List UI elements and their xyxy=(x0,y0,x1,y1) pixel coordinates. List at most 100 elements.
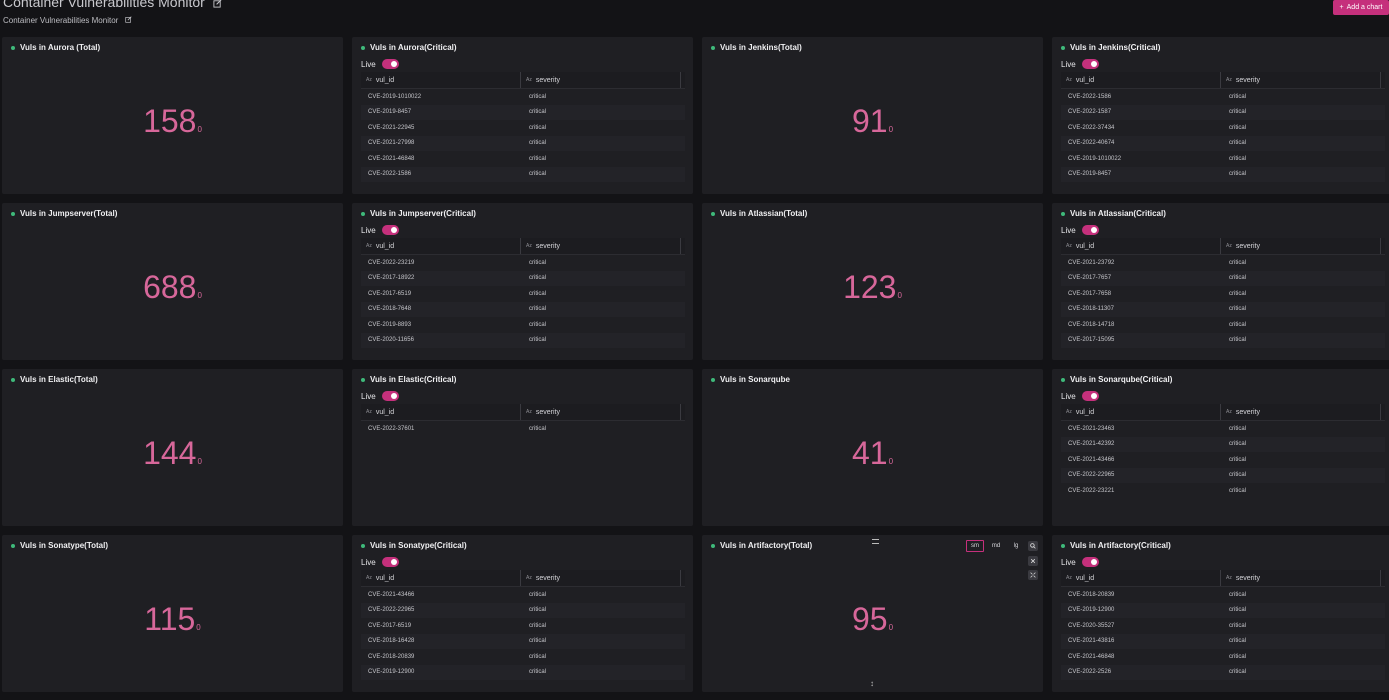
table-row[interactable]: CVE-2019-1010022 critical xyxy=(1061,151,1385,167)
table-row[interactable]: CVE-2022-37434 critical xyxy=(1061,120,1385,136)
table-row[interactable]: CVE-2021-43816 critical xyxy=(1061,633,1385,649)
live-toggle[interactable] xyxy=(1081,225,1099,235)
table-row[interactable]: CVE-2021-46848 critical xyxy=(361,151,685,167)
column-header-vul-id[interactable]: Az vul_id xyxy=(1061,570,1221,586)
table-row[interactable]: CVE-2021-23792 critical xyxy=(1061,255,1385,271)
cell-severity: critical xyxy=(529,321,547,328)
live-label: Live xyxy=(361,59,376,69)
table-row[interactable]: CVE-2022-1586 critical xyxy=(1061,89,1385,105)
column-header-severity[interactable]: Az severity xyxy=(1221,72,1381,88)
panel-title-text: Vuls in Sonatype(Critical) xyxy=(370,541,467,550)
table-row[interactable]: CVE-2022-37601 critical xyxy=(361,421,685,437)
column-header-severity[interactable]: Az severity xyxy=(521,238,681,254)
column-header-vul-id[interactable]: Az vul_id xyxy=(1061,404,1221,420)
table-row[interactable]: CVE-2020-35527 critical xyxy=(1061,618,1385,634)
table-row[interactable]: CVE-2017-6519 critical xyxy=(361,618,685,634)
column-header-vul-id[interactable]: Az vul_id xyxy=(361,404,521,420)
live-toggle[interactable] xyxy=(381,557,399,567)
cell-vul-id: CVE-2018-20839 xyxy=(1068,591,1115,598)
table-row[interactable]: CVE-2018-7648 critical xyxy=(361,301,685,317)
table-row[interactable]: CVE-2017-18922 critical xyxy=(361,270,685,286)
close-icon[interactable] xyxy=(1028,556,1038,566)
table-row[interactable]: CVE-2019-8457 critical xyxy=(361,104,685,120)
table-row[interactable]: CVE-2022-1586 critical xyxy=(361,166,685,182)
table-row[interactable]: CVE-2017-7657 critical xyxy=(1061,270,1385,286)
zoom-icon[interactable] xyxy=(1028,541,1038,551)
table-row[interactable]: CVE-2021-42392 critical xyxy=(1061,436,1385,452)
big-value: 410 xyxy=(702,435,1043,480)
add-chart-button[interactable]: + Add a chart xyxy=(1333,0,1389,15)
drag-handle[interactable] xyxy=(872,539,879,544)
table-row[interactable]: CVE-2022-22965 critical xyxy=(1061,467,1385,483)
live-toggle[interactable] xyxy=(381,225,399,235)
cell-vul-id: CVE-2022-40674 xyxy=(1068,140,1115,147)
table-row[interactable]: CVE-2018-16428 critical xyxy=(361,633,685,649)
column-header-severity[interactable]: Az severity xyxy=(521,72,681,88)
table-row[interactable]: CVE-2021-23463 critical xyxy=(1061,421,1385,437)
cell-severity: critical xyxy=(1229,259,1247,266)
live-toggle[interactable] xyxy=(1081,59,1099,69)
value-unit: 0 xyxy=(888,623,894,632)
stat-panel: Vuls in Jenkins(Total) 910 xyxy=(702,37,1043,194)
table-row[interactable]: CVE-2018-11307 critical xyxy=(1061,301,1385,317)
table-row[interactable]: CVE-2018-14718 critical xyxy=(1061,317,1385,333)
table-row[interactable]: CVE-2019-12900 critical xyxy=(361,664,685,680)
cell-severity: critical xyxy=(1229,109,1247,116)
table-row[interactable]: CVE-2022-1587 critical xyxy=(1061,104,1385,120)
table-row[interactable]: CVE-2017-7658 critical xyxy=(1061,286,1385,302)
column-header-severity[interactable]: Az severity xyxy=(1221,570,1381,586)
column-header-vul-id[interactable]: Az vul_id xyxy=(361,72,521,88)
edit-icon[interactable] xyxy=(213,0,222,11)
table-row[interactable]: CVE-2021-43466 critical xyxy=(1061,452,1385,468)
table-row[interactable]: CVE-2019-8893 critical xyxy=(361,317,685,333)
cell-severity: critical xyxy=(529,622,547,629)
live-toggle[interactable] xyxy=(1081,391,1099,401)
cell-severity: critical xyxy=(529,171,547,178)
table-row[interactable]: CVE-2019-1010022 critical xyxy=(361,89,685,105)
table-row[interactable]: CVE-2017-6519 critical xyxy=(361,286,685,302)
edit-icon[interactable] xyxy=(124,16,132,25)
table-row[interactable]: CVE-2019-8457 critical xyxy=(1061,166,1385,182)
table-row[interactable]: CVE-2017-15095 critical xyxy=(1061,332,1385,348)
table-row[interactable]: CVE-2022-22965 critical xyxy=(361,602,685,618)
cell-vul-id: CVE-2019-8457 xyxy=(1068,171,1112,178)
table-row[interactable]: CVE-2022-40674 critical xyxy=(1061,135,1385,151)
value-unit: 0 xyxy=(888,457,894,466)
size-md-button[interactable]: md xyxy=(991,543,1001,549)
expand-icon[interactable] xyxy=(1028,570,1038,580)
column-header-vul-id[interactable]: Az vul_id xyxy=(1061,72,1221,88)
text-type-icon: Az xyxy=(526,575,532,581)
table-row[interactable]: CVE-2021-22945 critical xyxy=(361,120,685,136)
table-row[interactable]: CVE-2018-20839 critical xyxy=(1061,587,1385,603)
table-row[interactable]: CVE-2019-12900 critical xyxy=(1061,602,1385,618)
text-type-icon: Az xyxy=(366,77,372,83)
live-toggle[interactable] xyxy=(1081,557,1099,567)
cell-vul-id: CVE-2022-22965 xyxy=(368,607,415,614)
live-toggle[interactable] xyxy=(381,59,399,69)
column-header-severity[interactable]: Az severity xyxy=(521,570,681,586)
cell-vul-id: CVE-2021-46848 xyxy=(368,155,415,162)
live-toggle[interactable] xyxy=(381,391,399,401)
column-header-vul-id[interactable]: Az vul_id xyxy=(361,570,521,586)
column-header-severity[interactable]: Az severity xyxy=(1221,404,1381,420)
table-row[interactable]: CVE-2021-27998 critical xyxy=(361,135,685,151)
table-row[interactable]: CVE-2022-23221 critical xyxy=(1061,483,1385,499)
cell-severity: critical xyxy=(1229,669,1247,676)
table-row[interactable]: CVE-2021-46848 critical xyxy=(1061,649,1385,665)
table-row[interactable]: CVE-2022-23219 critical xyxy=(361,255,685,271)
column-header-severity[interactable]: Az severity xyxy=(521,404,681,420)
size-sm-button[interactable]: sm xyxy=(966,540,984,552)
column-header-vul-id[interactable]: Az vul_id xyxy=(1061,238,1221,254)
size-lg-button[interactable]: lg xyxy=(1013,543,1019,549)
column-header-severity[interactable]: Az severity xyxy=(1221,238,1381,254)
table-row[interactable]: CVE-2021-43466 critical xyxy=(361,587,685,603)
column-header-vul-id[interactable]: Az vul_id xyxy=(361,238,521,254)
table-row[interactable]: CVE-2020-11656 critical xyxy=(361,332,685,348)
table-panel: Vuls in Elastic(Critical) Live Az vul_id… xyxy=(352,369,693,526)
status-dot-icon xyxy=(11,377,15,382)
stat-panel: Vuls in Jumpserver(Total) 6880 xyxy=(2,203,343,360)
table-row[interactable]: CVE-2022-2526 critical xyxy=(1061,664,1385,680)
column-header-label: vul_id xyxy=(1075,408,1095,416)
resize-handle-icon[interactable]: ↕ xyxy=(870,679,874,688)
table-row[interactable]: CVE-2018-20839 critical xyxy=(361,649,685,665)
